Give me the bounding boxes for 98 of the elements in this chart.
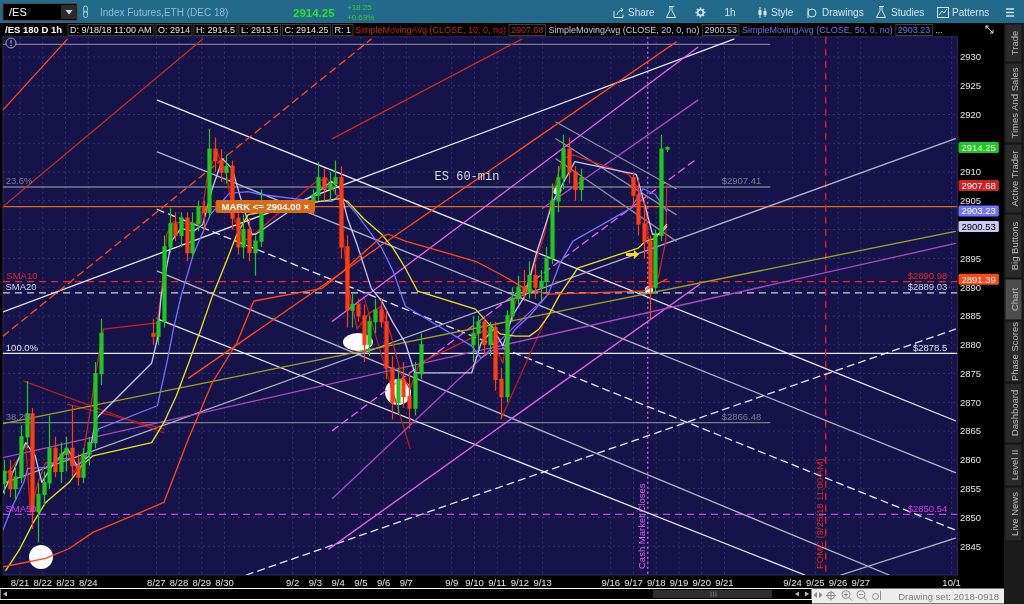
x-tick-label: 9/20 — [692, 576, 711, 588]
y-tick-label: 2925 — [960, 80, 982, 92]
x-tick-label: 9/19 — [669, 576, 689, 588]
ref-line-label: $2890.98 — [907, 270, 948, 282]
text: 2891.39 — [961, 273, 996, 285]
text: Phase Scores — [1008, 321, 1020, 382]
x-tick-label: 9/13 — [533, 576, 552, 588]
text: ... — [935, 25, 943, 35]
x-tick-label: 9/26 — [828, 576, 848, 588]
y-tick-label: 2855 — [960, 483, 982, 495]
text: Drawing set: 2018-0918 — [898, 591, 999, 602]
x-tick-label: 8/24 — [78, 576, 98, 588]
y-tick-label: 2920 — [960, 108, 982, 120]
text: 2914.25 — [293, 7, 336, 19]
text: 2903.23 — [961, 205, 996, 217]
y-tick-label: 2850 — [960, 511, 982, 523]
text: 2907.68 — [510, 25, 544, 35]
text: Level II — [1008, 449, 1020, 481]
y-tick-label: 2895 — [960, 252, 982, 264]
x-tick-label: 8/28 — [169, 576, 189, 588]
x-tick-label: 9/11 — [488, 576, 507, 588]
y-tick-label: 2905 — [960, 195, 982, 207]
y-tick-label: 2870 — [960, 396, 982, 408]
x-tick-label: 8/23 — [56, 576, 75, 588]
text: 2907.68 — [961, 179, 996, 191]
x-tick-label: 9/25 — [806, 576, 825, 588]
text: 2903.23 — [897, 25, 931, 35]
text: D: 9/18/18 11:00 AM — [70, 25, 152, 35]
ref-line-label: FOMC (9/25/18 11:00 AM) — [814, 458, 826, 569]
text: Patterns — [952, 7, 990, 18]
x-tick-label: 9/7 — [399, 576, 413, 588]
text: SimpleMovingAvg (CLOSE, 10, 0, no) — [355, 25, 506, 35]
text: Style — [771, 7, 794, 18]
y-tick-label: 2875 — [960, 367, 982, 379]
y-tick-label: 2865 — [960, 425, 982, 437]
x-tick-label: 9/5 — [354, 576, 368, 588]
annotation: $2866.48 — [721, 411, 762, 423]
x-tick-label: 9/18 — [646, 576, 666, 588]
text: +18.25 — [347, 3, 373, 12]
text: /ES — [9, 6, 27, 18]
y-tick-label: 2930 — [960, 51, 982, 63]
y-tick-label: 2860 — [960, 454, 982, 466]
x-tick-label: 9/12 — [510, 576, 530, 588]
x-tick-label: 8/29 — [192, 576, 212, 588]
x-tick-label: 9/27 — [851, 576, 870, 588]
x-tick-label: 9/16 — [601, 576, 621, 588]
x-tick-label: 10/1 — [942, 576, 961, 588]
annotation: SMA10 — [6, 270, 38, 282]
x-tick-label: 9/2 — [286, 576, 300, 588]
text: Trade — [1008, 30, 1020, 56]
text: O: 2914 — [157, 25, 190, 35]
x-tick-label: 9/3 — [308, 576, 323, 588]
annotation: $2907.41 — [721, 175, 762, 187]
text: Live News — [1008, 491, 1020, 536]
x-tick-label: 9/17 — [624, 576, 643, 588]
annotation: MARK <= 2904.00 × — [221, 201, 310, 213]
text: Studies — [891, 7, 925, 18]
annotation: 23.6% — [5, 175, 34, 187]
text: Dashboard — [1008, 389, 1020, 437]
text: +0.63% — [347, 13, 375, 22]
x-tick-label: 9/10 — [465, 576, 484, 588]
x-tick-label: 8/22 — [33, 576, 53, 588]
x-tick-label: 8/21 — [10, 576, 30, 588]
text: Active Trader — [1008, 150, 1020, 207]
text: Big Buttons — [1008, 221, 1020, 271]
ref-line-label: $2889.03 — [907, 281, 948, 293]
ref-line-label: $2850.54 — [907, 502, 948, 514]
text: R: 1 — [334, 25, 352, 35]
x-tick-label: 8/30 — [215, 576, 234, 588]
chart-title: /ES 180 D 1h — [5, 24, 63, 35]
text: Drawings — [822, 7, 864, 18]
text: Chart — [1008, 287, 1020, 312]
x-tick-label: 9/6 — [376, 576, 391, 588]
x-tick-label: 8/27 — [147, 576, 166, 588]
x-tick-label: 9/9 — [445, 576, 459, 588]
text: 2914.25 — [961, 142, 996, 154]
x-tick-label: 9/24 — [783, 576, 802, 588]
text: Share — [628, 7, 656, 18]
text: H: 2914.5 — [195, 25, 235, 35]
text: 2900.53 — [961, 220, 996, 232]
text: Index Futures,ETH (DEC 18) — [100, 7, 229, 18]
text: Times And Sales — [1008, 67, 1020, 139]
annotation: SMA20 — [5, 281, 37, 293]
text: SimpleMovingAvg (CLOSE, 50, 0, no) — [741, 25, 893, 35]
y-tick-label: 2880 — [960, 339, 982, 351]
y-tick-label: 2910 — [960, 166, 982, 178]
text: SimpleMovingAvg (CLOSE, 20, 0, no) — [548, 25, 700, 35]
text: C: 2914.25 — [284, 25, 329, 35]
ref-line-label: Cash Market Closes — [636, 483, 648, 569]
ref-line-label: $2878.5 — [912, 341, 948, 353]
text: 1h — [724, 7, 736, 18]
y-tick-label: 2885 — [960, 310, 982, 322]
x-tick-label: 9/21 — [715, 576, 734, 588]
text: L: 2913.5 — [240, 25, 279, 35]
annotation: 100.0% — [5, 341, 39, 353]
y-tick-label: 2845 — [960, 540, 982, 552]
x-tick-label: 9/4 — [331, 576, 345, 588]
text: 2900.53 — [704, 25, 737, 35]
